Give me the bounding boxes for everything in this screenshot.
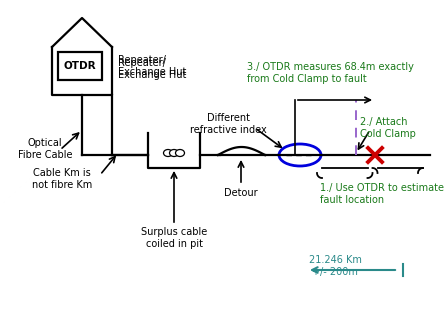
Text: Repeater/
Exchange Hut: Repeater/ Exchange Hut (118, 55, 186, 77)
Ellipse shape (279, 144, 321, 166)
Text: 21.246 Km
+/- 200m: 21.246 Km +/- 200m (309, 255, 361, 277)
Text: 1./ Use OTDR to estimate
fault location: 1./ Use OTDR to estimate fault location (320, 183, 444, 205)
Text: 3./ OTDR measures 68.4m exactly
from Cold Clamp to fault: 3./ OTDR measures 68.4m exactly from Col… (247, 62, 414, 84)
Ellipse shape (175, 150, 185, 156)
Text: Cable Km is
not fibre Km: Cable Km is not fibre Km (32, 168, 92, 190)
Text: 2./ Attach
Cold Clamp: 2./ Attach Cold Clamp (360, 117, 416, 139)
Text: Optical
Fibre Cable: Optical Fibre Cable (18, 138, 72, 160)
Ellipse shape (163, 150, 173, 156)
FancyBboxPatch shape (58, 52, 102, 80)
Text: Different
refractive index: Different refractive index (190, 113, 266, 135)
Ellipse shape (170, 150, 178, 156)
Text: OTDR: OTDR (63, 61, 96, 71)
Text: Repeater/
Exchange Hut: Repeater/ Exchange Hut (118, 58, 186, 80)
Text: Detour: Detour (224, 188, 258, 198)
Text: Surplus cable
coiled in pit: Surplus cable coiled in pit (141, 227, 207, 249)
